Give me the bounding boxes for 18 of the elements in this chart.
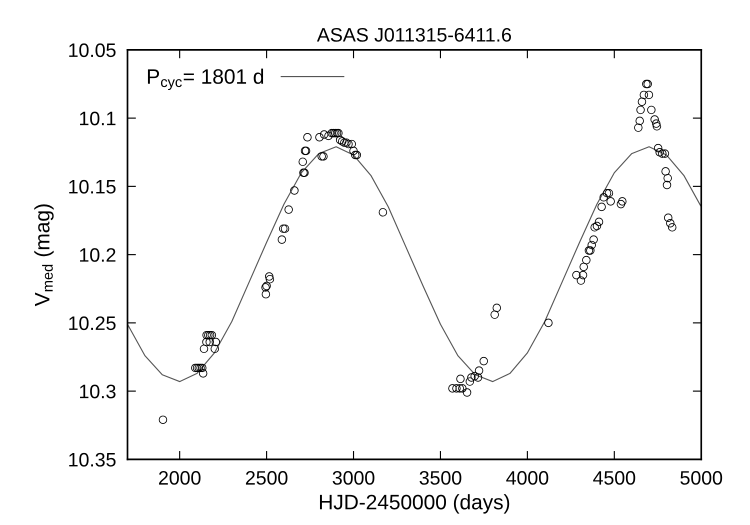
x-axis-title: HJD-2450000 (days): [320, 494, 510, 514]
y-tick-label: 10.3: [80, 384, 116, 398]
chart-title: ASAS J011315-6411.6: [316, 28, 512, 42]
y-tick-label: 10.35: [69, 452, 116, 467]
y-tick-label: 10.05: [69, 43, 116, 58]
legend-label: P$_{cyc}$= 1801 d: [148, 68, 264, 90]
x-tick-label: 5000: [680, 471, 722, 485]
y-tick-label: 10.25: [69, 316, 116, 330]
x-tick-label: 2500: [246, 471, 288, 485]
x-tick-label: 3000: [332, 471, 374, 485]
y-tick-label: 10.1: [80, 112, 116, 126]
x-tick-label: 2000: [159, 471, 201, 485]
x-tick-label: 3500: [420, 471, 462, 485]
y-tick-label: 10.2: [80, 248, 116, 262]
y-axis-title: V$_{med}$ (mag): [34, 204, 54, 306]
y-tick-label: 10.15: [69, 180, 116, 194]
x-tick-label: 4500: [593, 471, 636, 485]
x-tick-label: 4000: [506, 471, 548, 485]
